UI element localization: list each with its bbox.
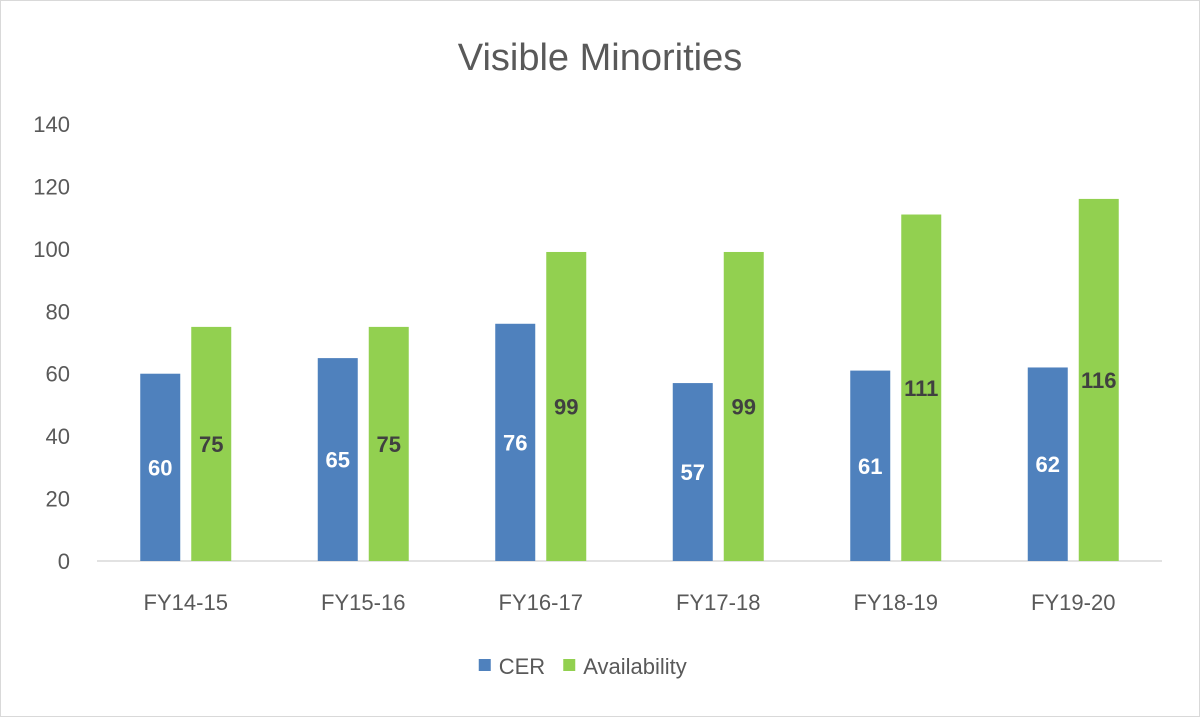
y-tick-label: 0 bbox=[58, 549, 70, 574]
y-tick-label: 40 bbox=[46, 424, 70, 449]
y-tick-label: 80 bbox=[46, 299, 70, 324]
data-label-cer: 57 bbox=[681, 460, 705, 485]
data-label-cer: 76 bbox=[503, 430, 527, 455]
y-axis: 0 20 40 60 80 100 120 140 bbox=[33, 112, 70, 574]
x-tick-label: FY19-20 bbox=[1031, 590, 1115, 615]
bar-availability bbox=[901, 214, 942, 561]
y-tick-label: 60 bbox=[46, 362, 70, 387]
legend: CER Availability bbox=[478, 654, 687, 679]
chart-title: Visible Minorities bbox=[458, 37, 742, 79]
bar-labels: 60 75 65 75 76 99 57 99 61 111 62 116 bbox=[148, 368, 1116, 485]
data-label-availability: 99 bbox=[554, 394, 578, 419]
data-label-cer: 61 bbox=[858, 454, 882, 479]
x-tick-label: FY16-17 bbox=[499, 590, 583, 615]
bar-cer bbox=[317, 358, 358, 561]
data-label-cer: 60 bbox=[148, 455, 172, 480]
bar-availability bbox=[723, 251, 764, 561]
x-axis: FY14-15 FY15-16 FY16-17 FY17-18 FY18-19 FY19-… bbox=[97, 560, 1162, 615]
data-label-availability: 75 bbox=[199, 432, 223, 457]
legend-label-availability: Availability bbox=[583, 654, 687, 679]
y-tick-label: 100 bbox=[33, 237, 70, 262]
y-tick-label: 140 bbox=[33, 112, 70, 137]
x-tick-label: FY15-16 bbox=[321, 590, 405, 615]
x-tick-label: FY17-18 bbox=[676, 590, 760, 615]
data-label-availability: 111 bbox=[904, 376, 938, 401]
legend-swatch-availability bbox=[563, 659, 576, 671]
data-label-cer: 65 bbox=[326, 448, 350, 473]
bar-cer bbox=[850, 370, 891, 561]
y-tick-label: 120 bbox=[33, 174, 70, 199]
y-tick-label: 20 bbox=[46, 487, 70, 512]
bars bbox=[140, 198, 1119, 561]
bar-availability bbox=[1078, 198, 1119, 561]
legend-swatch-cer bbox=[478, 659, 491, 671]
bar-cer bbox=[140, 373, 181, 561]
bar-cer bbox=[1027, 367, 1068, 561]
bar-availability bbox=[368, 326, 409, 561]
bar-cer bbox=[672, 383, 713, 561]
legend-label-cer: CER bbox=[499, 654, 545, 679]
x-tick-label: FY18-19 bbox=[854, 590, 938, 615]
data-label-availability: 116 bbox=[1081, 368, 1117, 393]
bar-cer bbox=[495, 323, 536, 561]
x-tick-label: FY14-15 bbox=[144, 590, 228, 615]
data-label-availability: 99 bbox=[732, 394, 756, 419]
bar-availability bbox=[546, 251, 587, 561]
data-label-availability: 75 bbox=[377, 432, 401, 457]
bar-availability bbox=[191, 326, 232, 561]
data-label-cer: 62 bbox=[1036, 452, 1060, 477]
